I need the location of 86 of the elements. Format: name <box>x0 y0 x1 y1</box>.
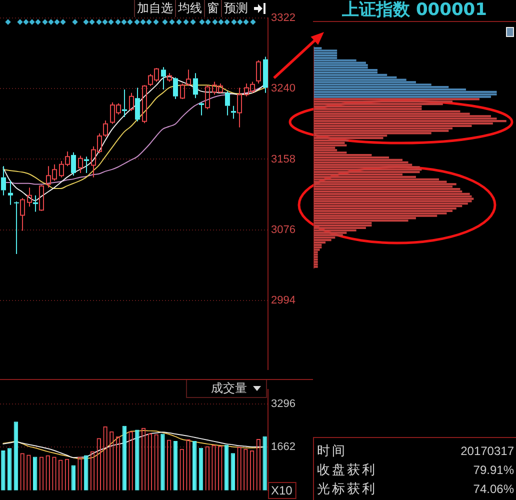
bar <box>314 54 338 57</box>
bar <box>314 224 372 227</box>
candlestick <box>135 87 140 122</box>
bar <box>314 130 449 132</box>
candlestick <box>20 198 25 232</box>
annotation: 成交量 <box>211 380 247 396</box>
bar <box>314 260 318 263</box>
bar <box>173 441 178 490</box>
bar <box>230 453 236 490</box>
text: 预测 <box>221 0 250 17</box>
bar <box>314 142 345 144</box>
text: 20170317 <box>460 444 514 458</box>
text: 79.91% <box>473 463 514 477</box>
text: 时间 <box>317 443 347 460</box>
candlestick <box>27 187 32 208</box>
bar <box>314 254 318 256</box>
text: 光标获利 <box>317 481 377 498</box>
bar <box>314 90 497 93</box>
bar <box>314 168 422 171</box>
bar <box>314 64 368 66</box>
bar <box>314 248 320 251</box>
bar <box>314 161 408 164</box>
bar <box>314 93 497 96</box>
candlestick <box>71 152 76 176</box>
y-tick-label: 3158 <box>271 153 296 166</box>
bar <box>314 251 318 254</box>
y-tick-label: 3296 <box>271 398 296 410</box>
y-tick-label: 1662 <box>271 440 296 453</box>
text: 74.06% <box>473 482 514 496</box>
bar <box>160 434 165 490</box>
candlestick <box>225 90 230 116</box>
text: 加自选 <box>134 0 175 17</box>
y-axis-title: X10 <box>271 483 293 498</box>
bar <box>314 120 506 122</box>
bar <box>135 430 140 490</box>
bar <box>314 266 318 268</box>
bar <box>224 444 229 490</box>
bar <box>314 183 456 186</box>
chart-title: 上证指数 000001 <box>313 0 516 22</box>
bar <box>314 166 420 168</box>
candlestick <box>173 76 178 100</box>
bar <box>314 62 366 64</box>
candlestick <box>237 87 242 128</box>
candlestick <box>161 66 166 90</box>
bar <box>71 465 76 490</box>
bar <box>314 244 322 246</box>
text: 收盘获利 <box>317 462 377 479</box>
bar <box>314 263 318 266</box>
bar <box>314 258 318 261</box>
bar <box>314 188 460 190</box>
bar <box>314 137 384 140</box>
bar <box>314 195 472 198</box>
bar <box>314 239 332 242</box>
bar <box>262 436 267 490</box>
bar <box>314 210 453 212</box>
y-tick-label: 2994 <box>271 294 296 307</box>
bar <box>314 198 474 200</box>
y-tick-label: 3240 <box>271 82 296 95</box>
bar <box>314 98 480 100</box>
y-tick-label: 3322 <box>271 12 296 24</box>
bar <box>14 422 18 490</box>
text: 均线 <box>175 0 204 17</box>
bar <box>84 455 88 490</box>
bar <box>314 69 378 72</box>
bar <box>1 450 6 490</box>
bar <box>314 256 318 258</box>
candlestick <box>14 200 19 254</box>
candlestick <box>263 56 268 94</box>
text: 窗 <box>204 0 221 17</box>
bar <box>192 441 197 490</box>
candlestick <box>193 72 198 99</box>
bar <box>314 52 338 54</box>
y-tick-label: 3076 <box>271 224 296 236</box>
bar <box>314 246 322 248</box>
bar <box>314 192 470 195</box>
bar <box>314 171 420 174</box>
bar <box>122 426 127 490</box>
bar <box>314 200 472 202</box>
bar <box>314 144 347 146</box>
bar <box>7 448 12 490</box>
candlestick <box>84 156 89 174</box>
bar <box>314 234 343 236</box>
candlestick <box>8 180 13 206</box>
bar <box>314 50 338 52</box>
candlestick <box>1 166 6 196</box>
bar <box>314 202 468 205</box>
